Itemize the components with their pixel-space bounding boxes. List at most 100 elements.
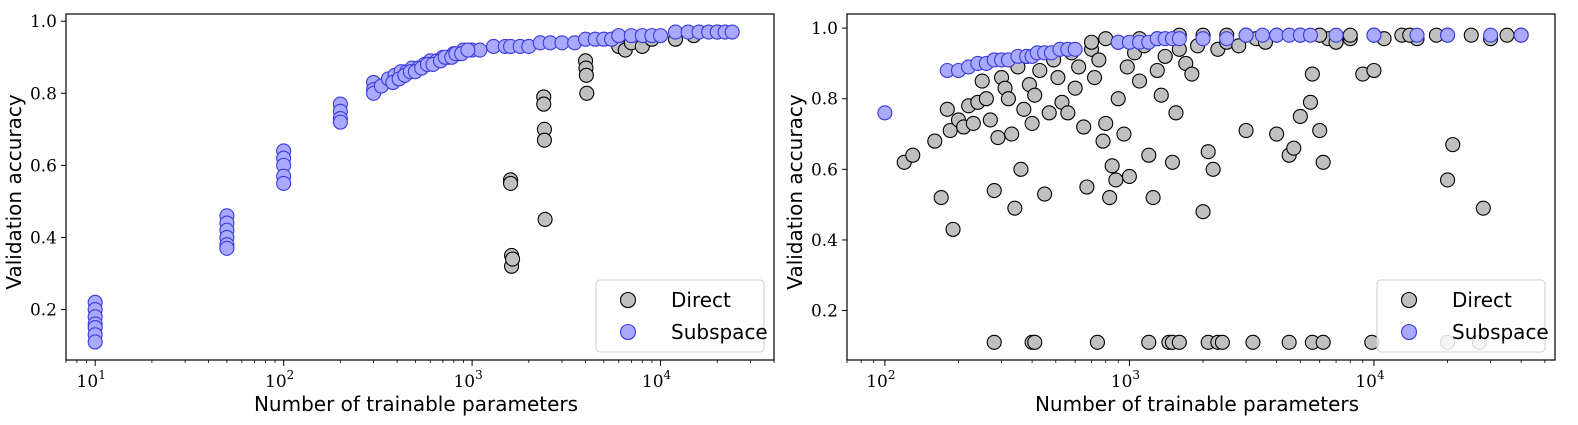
- subspace-point: [460, 42, 476, 58]
- legend-label: Subspace: [671, 320, 768, 344]
- subspace-point: [1409, 27, 1425, 43]
- subspace-point: [1328, 27, 1344, 43]
- direct-point: [1041, 105, 1057, 121]
- direct-point: [1269, 126, 1285, 142]
- direct-point: [1013, 161, 1029, 177]
- x-axis-label: Number of trainable parameters: [254, 392, 578, 416]
- y-tick-label: 0.4: [30, 228, 57, 248]
- direct-point: [1083, 34, 1100, 50]
- subspace-point: [276, 175, 292, 191]
- y-tick-label: 0.8: [811, 90, 838, 110]
- direct-point: [1315, 154, 1331, 170]
- scatter-points: [87, 24, 740, 350]
- x-tick-label: 104: [642, 368, 672, 392]
- y-axis-label: Validation accuracy: [2, 94, 26, 290]
- subspace-point: [1366, 27, 1382, 43]
- direct-point: [1286, 140, 1302, 156]
- direct-point: [1141, 334, 1157, 350]
- x-tick-label: 102: [866, 368, 895, 392]
- direct-point: [1060, 105, 1076, 121]
- direct-point: [1168, 105, 1184, 121]
- x-axis-label: Number of trainable parameters: [1035, 392, 1359, 416]
- direct-point: [578, 67, 594, 83]
- direct-point: [1121, 168, 1137, 184]
- x-tick-base: 10: [642, 372, 664, 392]
- direct-point: [965, 115, 981, 131]
- direct-point: [1032, 62, 1048, 79]
- direct-point: [505, 251, 521, 267]
- x-tick-exponent: 4: [1377, 368, 1385, 382]
- legend-marker-direct: [1400, 291, 1418, 309]
- direct-point: [1089, 334, 1105, 350]
- direct-point: [1304, 66, 1320, 82]
- subspace-point: [1067, 41, 1083, 57]
- x-tick-base: 10: [77, 372, 99, 392]
- direct-point: [990, 130, 1006, 146]
- direct-point: [1463, 27, 1479, 43]
- direct-point: [1007, 200, 1023, 216]
- direct-point: [1024, 115, 1040, 131]
- subspace-point: [332, 114, 348, 130]
- direct-point: [974, 73, 990, 89]
- direct-point: [986, 182, 1002, 199]
- subspace-point: [1440, 27, 1456, 43]
- y-tick-label: 1.0: [30, 12, 57, 32]
- direct-point: [978, 91, 994, 107]
- direct-point: [986, 334, 1002, 350]
- direct-point: [1110, 91, 1126, 107]
- y-tick-label: 0.2: [811, 302, 838, 322]
- direct-point: [1440, 172, 1456, 188]
- direct-point: [1079, 179, 1095, 195]
- direct-point: [1312, 122, 1328, 139]
- direct-point: [503, 175, 519, 191]
- x-tick-base: 10: [1111, 372, 1133, 392]
- plot-frame: [846, 13, 1556, 361]
- direct-point: [1037, 186, 1053, 202]
- direct-point: [1200, 144, 1216, 160]
- subspace-point: [1513, 27, 1529, 43]
- direct-point: [1445, 137, 1461, 153]
- direct-point: [982, 112, 998, 128]
- subspace-point: [1171, 31, 1187, 47]
- direct-point: [1231, 38, 1247, 54]
- direct-point: [1238, 122, 1254, 139]
- legend-label: Direct: [671, 288, 731, 312]
- subspace-point: [611, 28, 627, 44]
- x-tick-label: 101: [77, 368, 106, 392]
- direct-point: [579, 85, 595, 101]
- x-tick-base: 10: [453, 372, 475, 392]
- y-tick-label: 0.8: [30, 84, 57, 104]
- direct-point: [1027, 87, 1043, 103]
- x-tick-exponent: 2: [287, 368, 295, 382]
- direct-point: [1108, 172, 1124, 188]
- subspace-point: [1238, 27, 1254, 43]
- direct-point: [945, 221, 961, 237]
- direct-point: [933, 190, 949, 206]
- x-tick-exponent: 4: [664, 368, 672, 382]
- direct-point: [1184, 66, 1200, 82]
- subspace-point: [652, 28, 669, 44]
- direct-point: [1302, 94, 1319, 110]
- legend-box: [1376, 279, 1546, 353]
- direct-point: [939, 101, 955, 117]
- direct-point: [1315, 334, 1331, 350]
- x-tick-label: 103: [453, 368, 482, 392]
- x-tick-label: 102: [265, 368, 294, 392]
- direct-point: [1102, 190, 1118, 206]
- direct-point: [1292, 108, 1308, 124]
- y-tick-label: 0.2: [30, 301, 57, 321]
- subspace-point: [667, 24, 684, 40]
- direct-point: [1164, 154, 1181, 170]
- direct-point: [1475, 200, 1491, 216]
- subspace-point: [554, 35, 570, 51]
- direct-point: [1195, 204, 1211, 220]
- subspace-point: [1195, 31, 1211, 47]
- y-tick-label: 0.4: [811, 231, 838, 251]
- direct-point: [1091, 52, 1107, 68]
- x-tick-base: 10: [866, 372, 888, 392]
- direct-point: [1098, 115, 1114, 131]
- direct-point: [1153, 87, 1169, 103]
